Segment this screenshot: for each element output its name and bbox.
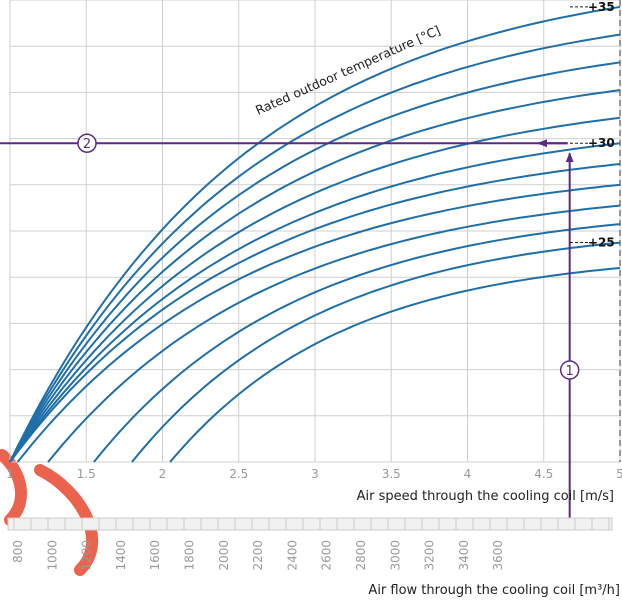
flow-tick-label: 2600 [320, 540, 334, 571]
guide-marker-label: 1 [566, 364, 574, 379]
temperature-curve [169, 267, 621, 463]
flow-axis-bar [7, 517, 613, 531]
temperature-curve [16, 183, 621, 463]
x-tick-label: 1 [6, 467, 14, 481]
flow-tick-label: 3000 [388, 540, 402, 571]
temperature-curve [9, 163, 621, 463]
temperature-curve [131, 241, 621, 463]
flow-tick-label: 2800 [354, 540, 368, 571]
curve-title: Rated outdoor temperature [°C] [253, 22, 442, 117]
flow-tick-label: 1000 [45, 540, 59, 571]
flow-tick-label: 1400 [114, 540, 128, 571]
flow-tick-label: 1800 [183, 540, 197, 571]
x-tick-label: 3.5 [382, 467, 401, 481]
temperature-curve [9, 116, 621, 463]
x-axis-label: Air speed through the cooling coil [m/s] [357, 489, 614, 504]
flow-tick-label: 3400 [457, 540, 471, 571]
flow-tick-label: 800 [11, 540, 25, 563]
temperature-curve [93, 223, 621, 463]
watermark-glyph-2 [34, 464, 99, 576]
temperature-curve [9, 33, 621, 463]
x-tick-label: 1.5 [77, 467, 96, 481]
guide-marker-circle [77, 133, 97, 153]
watermark-glyph-1 [0, 449, 27, 526]
flow-axis-label: Air flow through the cooling coil [m³/h] [368, 583, 620, 598]
x-tick-label: 2.5 [229, 467, 248, 481]
curve-label: +35 [588, 0, 615, 14]
watermark [0, 449, 99, 576]
guide-marker-label: 2 [83, 137, 91, 152]
x-axis-ticks: 1 1.5 2 2.5 3 3.5 4 4.5 5 [6, 467, 622, 481]
temperature-curve [9, 61, 621, 463]
plot-grid [9, 0, 621, 463]
flow-tick-label: 3600 [491, 540, 505, 571]
flow-tick-label: 3200 [423, 540, 437, 571]
flow-tick-label: 1200 [80, 540, 94, 571]
temperature-curves [9, 5, 621, 463]
flow-tick-label: 2000 [217, 540, 231, 571]
flow-axis-ticks: 800 1000 1200 1400 1600 1800 2000 2200 2400 2600 2… [11, 540, 505, 571]
flow-tick-label: 2200 [251, 540, 265, 571]
guide-marker-circle [559, 360, 580, 380]
curve-label: +25 [588, 236, 615, 250]
x-tick-label: 4.5 [534, 467, 553, 481]
flow-tick-label: 1600 [148, 540, 162, 571]
curve-label: +30 [588, 136, 615, 150]
temperature-curve [9, 142, 621, 463]
reading-guides: 12 [0, 133, 580, 520]
temperature-curve [47, 204, 621, 463]
x-tick-label: 4 [464, 467, 472, 481]
x-tick-label: 2 [159, 467, 167, 481]
temperature-curve [9, 89, 621, 463]
temperature-curve [9, 5, 621, 463]
x-tick-label: 5 [616, 467, 622, 481]
curve-labels: +35 +30 +25 [570, 0, 615, 250]
flow-axis [7, 517, 613, 531]
x-tick-label: 3 [311, 467, 319, 481]
flow-tick-label: 2400 [285, 540, 299, 571]
